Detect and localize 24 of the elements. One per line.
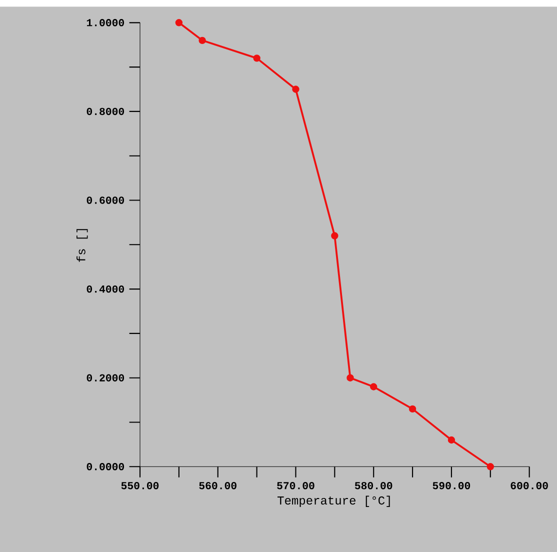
y-tick-label: 0.0000 <box>86 463 124 470</box>
x-tick-label: 560.00 <box>199 482 236 490</box>
y-tick-label: 0.8000 <box>86 108 124 116</box>
point <box>346 374 354 382</box>
x-tick-label: 580.00 <box>354 482 392 490</box>
point <box>331 232 338 240</box>
point <box>448 436 456 444</box>
point <box>198 36 206 44</box>
x-tick-label: 590.00 <box>432 482 470 490</box>
point <box>292 86 300 93</box>
x-tick-label: 550.00 <box>121 482 159 490</box>
x-tick-label: 570.00 <box>277 482 314 490</box>
y-axis-title: fs [] <box>76 229 88 262</box>
y-tick-label: 1.0000 <box>86 19 124 26</box>
x-tick-label: 600.00 <box>510 482 548 490</box>
x-axis-title: Temperature [°C] <box>278 496 390 507</box>
point <box>408 405 416 413</box>
y-tick-label: 0.6000 <box>86 196 124 204</box>
point <box>486 463 494 470</box>
point <box>370 383 378 390</box>
point <box>253 54 260 62</box>
y-tick-label: 0.2000 <box>86 374 124 382</box>
y-tick-label: 0.4000 <box>86 285 124 293</box>
point <box>175 19 183 26</box>
